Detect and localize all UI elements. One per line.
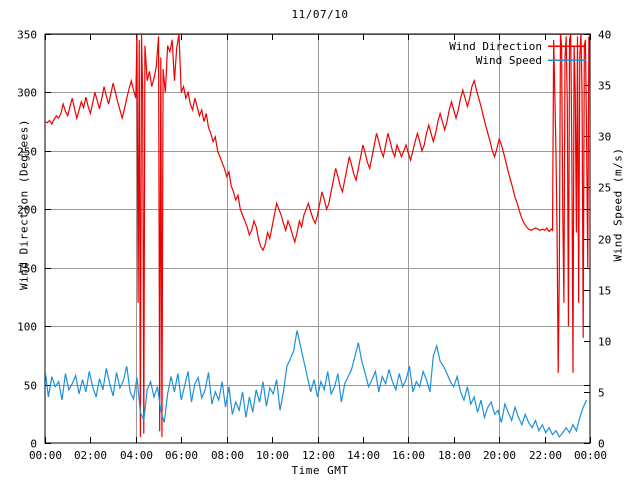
series-line-wind-direction bbox=[45, 34, 590, 438]
x-tick-label: 16:00 bbox=[392, 449, 425, 462]
y-tick-label-left: 350 bbox=[17, 29, 37, 42]
x-tick-label: 02:00 bbox=[74, 449, 107, 462]
x-tick-label: 06:00 bbox=[165, 449, 198, 462]
x-tick-label: 08:00 bbox=[211, 449, 244, 462]
series-line-wind-speed bbox=[45, 330, 588, 438]
y-tick-label-left: 50 bbox=[24, 380, 37, 393]
x-tick-label: 20:00 bbox=[483, 449, 516, 462]
y-tick-label-right: 40 bbox=[598, 29, 611, 42]
axis-ticks: 0 50 100 150 200 250 300 350 0 5 10 15 20 25 30 35 40 00:… bbox=[17, 29, 611, 463]
legend-label-0: Wind Direction bbox=[449, 40, 542, 53]
x-tick-label: 22:00 bbox=[529, 449, 562, 462]
y-tick-label-left: 250 bbox=[17, 146, 37, 159]
grid-lines bbox=[45, 34, 590, 443]
x-tick-label: 04:00 bbox=[120, 449, 153, 462]
x-tick-label: 10:00 bbox=[256, 449, 289, 462]
y-tick-label-right: 5 bbox=[598, 387, 605, 400]
y-tick-label-right: 20 bbox=[598, 234, 611, 247]
x-tick-label: 12:00 bbox=[302, 449, 335, 462]
x-tick-label: 00:00 bbox=[29, 449, 62, 462]
y-tick-label-right: 35 bbox=[598, 80, 611, 93]
y-tick-label-right: 10 bbox=[598, 336, 611, 349]
chart-title: 11/07/10 bbox=[291, 8, 349, 21]
legend-label-1: Wind Speed bbox=[476, 54, 542, 67]
y-tick-label-right: 0 bbox=[598, 438, 605, 451]
x-tick-label: 14:00 bbox=[347, 449, 380, 462]
x-axis-label: Time GMT bbox=[291, 464, 349, 477]
y-tick-label-right: 25 bbox=[598, 182, 611, 195]
y-tick-label-left: 300 bbox=[17, 87, 37, 100]
y-tick-label-right: 30 bbox=[598, 131, 611, 144]
y-tick-label-left: 0 bbox=[30, 438, 37, 451]
data-series bbox=[45, 34, 590, 438]
y-tick-label-left: 200 bbox=[17, 204, 37, 217]
x-tick-label: 18:00 bbox=[438, 449, 471, 462]
y-tick-label-right: 15 bbox=[598, 285, 611, 298]
plot-frame bbox=[44, 33, 591, 444]
y-tick-label-left: 150 bbox=[17, 263, 37, 276]
x-tick-label: 00:00 bbox=[574, 449, 607, 462]
y-tick-label-left: 100 bbox=[17, 321, 37, 334]
